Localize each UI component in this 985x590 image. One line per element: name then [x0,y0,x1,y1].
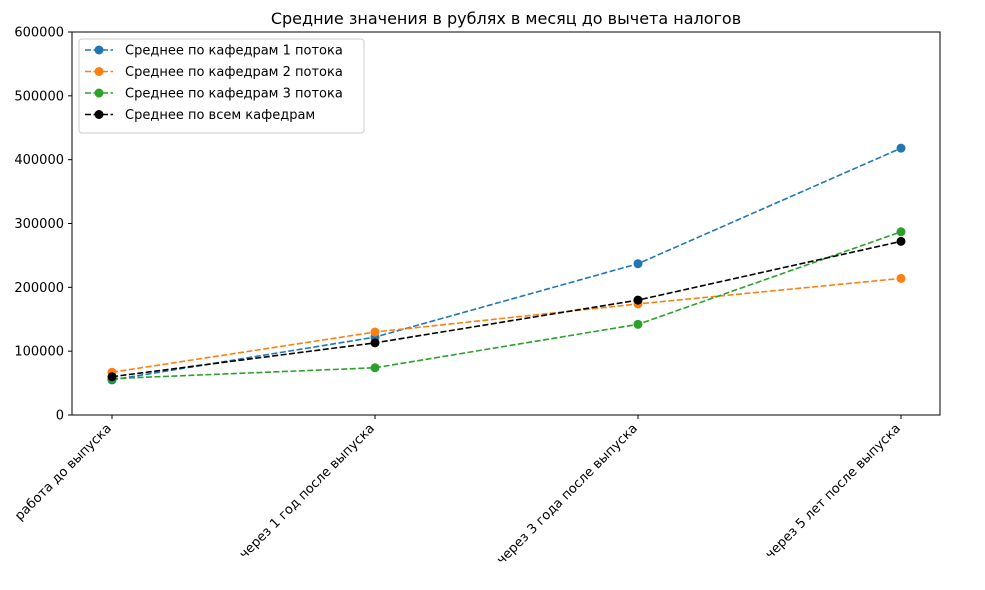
data-point [896,273,906,283]
x-tick-label: через 1 год после выпуска [237,421,378,562]
series-1 [107,143,906,385]
data-point [896,143,906,153]
series-line [111,147,902,381]
data-point [633,319,643,329]
data-point [633,295,643,305]
y-tick-label: 600000 [14,26,64,41]
data-point [896,236,906,246]
legend-item: Среднее по всем кафедрам [85,108,315,123]
chart-title: Средние значения в рублях в месяц до выч… [271,9,741,28]
legend: Среднее по кафедрам 1 потока Среднее по к… [78,38,365,134]
series-line [111,277,902,374]
data-point [896,227,906,237]
series-layer [107,143,906,385]
series-line [111,240,902,378]
y-tick-label: 0 [56,409,64,424]
legend-item: Среднее по кафедрам 2 потока [85,65,343,80]
y-tick-label: 200000 [14,281,64,296]
x-tick-label: через 3 года после выпуска [494,421,641,568]
legend-marker [94,45,104,55]
legend-label: Среднее по кафедрам 1 потока [125,44,343,59]
data-point [370,327,380,337]
legend-box [78,38,365,134]
x-tick-label: работа до выпуска [12,421,115,524]
y-tick-label: 300000 [14,217,64,232]
legend-marker [94,88,104,98]
legend-marker [94,110,104,119]
series-line [111,231,902,380]
x-tick-label: через 5 лет после выпуска [763,421,904,562]
legend-item: Среднее по кафедрам 1 потока [85,44,343,59]
legend-label: Среднее по кафедрам 3 потока [125,87,343,102]
legend-marker [94,67,104,76]
data-point [370,338,380,348]
series-4 [107,236,906,382]
data-point [370,363,380,373]
y-tick-label: 400000 [14,153,64,168]
data-point [633,259,643,269]
y-tick-label: 500000 [14,89,64,104]
legend-label: Среднее по всем кафедрам [125,108,315,123]
y-tick-label: 100000 [14,345,64,360]
legend-item: Среднее по кафедрам 3 потока [85,87,343,102]
legend-label: Среднее по кафедрам 2 потока [125,65,343,80]
series-3 [107,227,906,384]
data-point [107,372,117,382]
